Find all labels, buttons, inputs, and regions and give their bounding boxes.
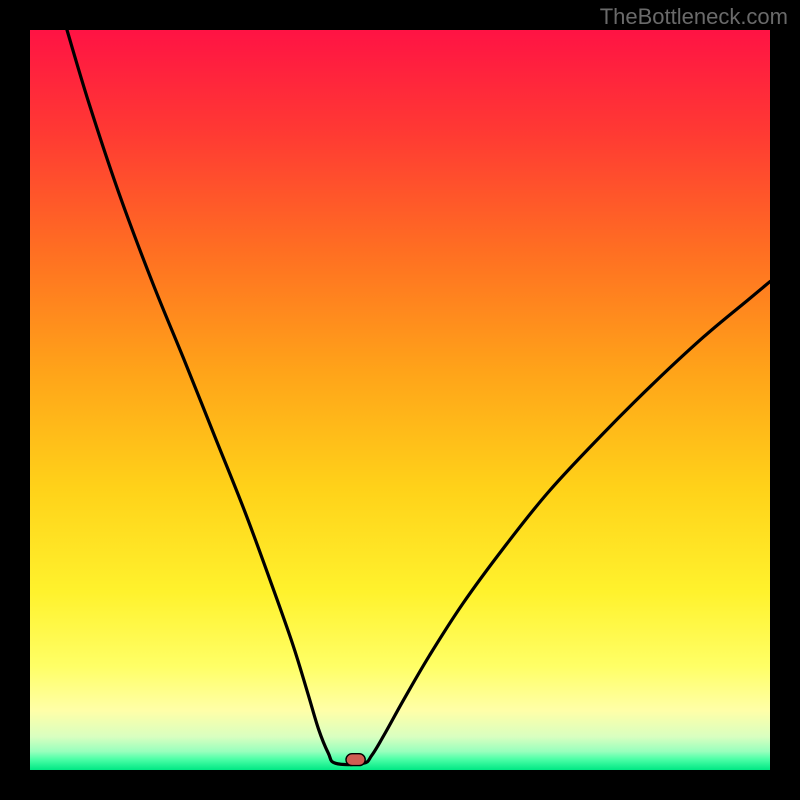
chart-frame: TheBottleneck.com [0, 0, 800, 800]
optimal-point-marker [346, 754, 365, 766]
bottleneck-chart [30, 30, 770, 770]
chart-background [30, 30, 770, 770]
watermark-text: TheBottleneck.com [600, 4, 788, 30]
